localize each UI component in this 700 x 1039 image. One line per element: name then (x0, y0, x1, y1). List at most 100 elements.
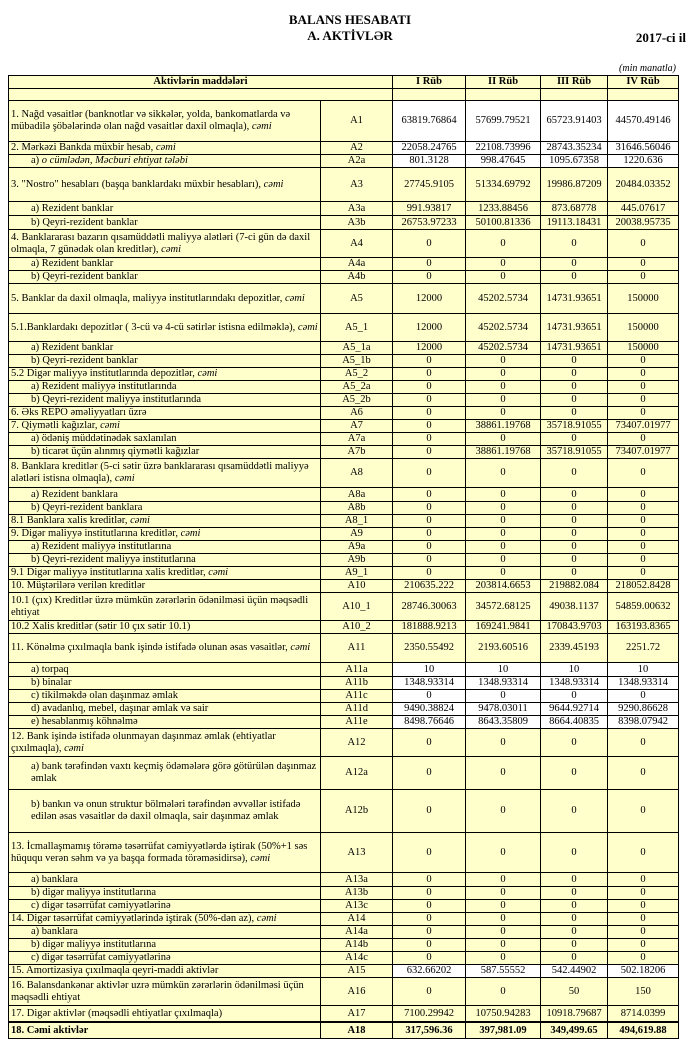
value-q3: 0 (540, 270, 609, 284)
row-label-text: 10. Müştərilərə verilən kreditlər (11, 580, 146, 592)
table-row: a) Rezident maliyyə institutlarına A9a 0 0 0… (8, 540, 680, 554)
value-q4: 0 (607, 540, 680, 554)
value-q1: 0 (392, 977, 467, 1006)
header-row: Aktivlərin maddələri I Rüb II Rüb III Rü… (7, 75, 680, 89)
row-label-text: 1. Nağd vəsaitlər (banknotlar və sikkələ… (11, 109, 291, 132)
row-code: A3 (319, 167, 394, 202)
row-label: a) torpaq (8, 662, 321, 677)
value-q2: 38861.19768 (465, 419, 542, 433)
value-q1: 0 (392, 756, 467, 790)
value-q1: 0 (392, 689, 467, 703)
value-q2: 2193.60516 (465, 633, 542, 663)
value-q3: 0 (540, 728, 609, 757)
row-label-text: 13. İcmallaşmamış törəmə təsərrüfat cəmi… (11, 840, 308, 864)
column-header-q4: IV Rüb (607, 75, 680, 89)
value-q4: 150 (607, 977, 680, 1006)
table-row: 3. "Nostro" hesabları (başqa banklardakı… (8, 167, 680, 202)
value-q3: 542.44902 (540, 964, 609, 978)
column-header-q2: II Rüb (465, 75, 542, 89)
row-code: A1 (319, 100, 394, 142)
table-row: 4. Banklararası bazarın qısamüddətli mal… (8, 229, 680, 258)
value-q2: 0 (465, 886, 542, 900)
value-q4: 0 (607, 380, 680, 394)
value-q4: 0 (607, 728, 680, 757)
value-q4: 0 (607, 270, 680, 284)
value-q2: 169241.9841 (465, 620, 542, 634)
value-q3: 0 (540, 393, 609, 407)
spacer-row (7, 88, 680, 101)
value-q4: 1220.636 (607, 154, 680, 168)
row-label-text: 5. Banklar da daxil olmaqla, maliyyə ins… (11, 292, 285, 304)
value-q4: 73407.01977 (607, 419, 680, 433)
row-code: A12a (319, 756, 394, 790)
value-q3: 0 (540, 380, 609, 394)
row-code: A2a (319, 154, 394, 168)
value-q2: 0 (465, 925, 542, 939)
row-label-text: 7. Qiymətli kağızlar, (11, 420, 101, 432)
value-q4: 0 (607, 432, 680, 446)
report-year: 2017-ci il (635, 30, 686, 45)
value-q3: 0 (540, 925, 609, 939)
table-row: e) hesablanmış köhnəlmə A11e 8498.76646 864… (8, 715, 680, 729)
table-row: 18. Cəmi aktivlər A18 317,596.36 397,981.09… (8, 1021, 680, 1039)
row-label: 5.2 Digər maliyyə institutlarında depozi… (8, 367, 321, 381)
row-label-text: b) Qeyri-rezident maliyyə institutlarınd… (31, 394, 201, 406)
row-label: 8.1 Banklara xalis kreditlər, cəmi (8, 514, 321, 528)
table-row: a) Rezident banklar A3a 991.93817 1233.8845… (8, 201, 680, 216)
row-label-text: 16. Balansdankənar aktivlər uzrə mümkün … (11, 979, 304, 1003)
row-label-text: 5.1.Banklardakı depozitlər ( 3-cü və 4-c… (11, 321, 298, 333)
value-q2: 587.55552 (465, 964, 542, 978)
value-q1: 1348.93314 (392, 676, 467, 690)
value-q4: 0 (607, 406, 680, 420)
table-row: 9. Digər maliyyə institutlarına kreditlə… (8, 527, 680, 541)
value-q4: 0 (607, 832, 680, 873)
value-q4: 20038.95735 (607, 215, 680, 230)
row-code: A15 (319, 964, 394, 978)
report-subtitle: A. AKTİVLƏR (307, 28, 393, 43)
value-q4: 0 (607, 501, 680, 515)
value-q2: 0 (465, 689, 542, 703)
row-code: A5 (319, 283, 394, 314)
balance-table: Aktivlərin maddələri I Rüb II Rüb III Rü… (7, 75, 680, 1039)
value-q3: 9644.92714 (540, 702, 609, 716)
row-label-emphasis: cəmi (197, 368, 218, 380)
value-q1: 0 (392, 229, 467, 258)
value-q2: 0 (465, 270, 542, 284)
table-row: b) Qeyri-rezident maliyyə institutlarınd… (8, 393, 680, 407)
value-q2: 22108.73996 (465, 141, 542, 155)
row-label-text: c) digər təsərrüfat cəmiyyətlərinə (31, 952, 171, 964)
value-q1: 9490.38824 (392, 702, 467, 716)
value-q1: 317,596.36 (392, 1021, 467, 1039)
table-row: 6. Əks REPO əməliyyatları üzrə A6 0 0 0 0 (8, 406, 680, 420)
value-q1: 22058.24765 (392, 141, 467, 155)
value-q2: 0 (465, 380, 542, 394)
row-label: 8. Banklara kreditlər (5-ci sətir üzrə b… (8, 458, 321, 488)
row-label-text: a) Rezident banklar (31, 202, 114, 214)
table-row: 11. Könəlmə çıxılmaqla bank işində istif… (8, 633, 680, 663)
table-row: 5. Banklar da daxil olmaqla, maliyyə ins… (8, 283, 680, 314)
value-q3: 873.68778 (540, 201, 609, 216)
value-q2: 0 (465, 406, 542, 420)
row-label: 3. "Nostro" hesabları (başqa banklardakı… (8, 167, 321, 202)
row-label-text: 14. Digər təsərrüfat cəmiyyətlərində işt… (11, 913, 257, 925)
value-q1: 2350.55492 (392, 633, 467, 663)
row-code: A12 (319, 728, 394, 757)
value-q1: 8498.76646 (392, 715, 467, 729)
row-label-text: 10.1 (çıx) Kreditlər üzrə mümkün zərərlə… (11, 594, 309, 618)
value-q3: 0 (540, 229, 609, 258)
value-q1: 12000 (392, 283, 467, 314)
row-label: b) Qeyri-rezident maliyyə institutlarınd… (8, 393, 321, 407)
value-q3: 0 (540, 354, 609, 368)
table-row: d) avadanlıq, mebel, daşınar əmlak və sa… (8, 702, 680, 716)
row-code: A18 (319, 1021, 394, 1039)
value-q3: 50 (540, 977, 609, 1006)
row-label-emphasis: cəmi (161, 243, 181, 255)
row-label-text: c) tikilməkdə olan daşınmaz əmlak (31, 690, 178, 702)
value-q3: 65723.91403 (540, 100, 609, 142)
table-row: 13. İcmallaşmamış törəmə təsərrüfat cəmi… (8, 832, 680, 873)
value-q4: 150000 (607, 341, 680, 355)
value-q2: 397,981.09 (465, 1021, 542, 1039)
table-row: b) Qeyri-rezident banklar A4b 0 0 0 0 (8, 270, 680, 284)
row-code: A3a (319, 201, 394, 216)
value-q2: 45202.5734 (465, 341, 542, 355)
